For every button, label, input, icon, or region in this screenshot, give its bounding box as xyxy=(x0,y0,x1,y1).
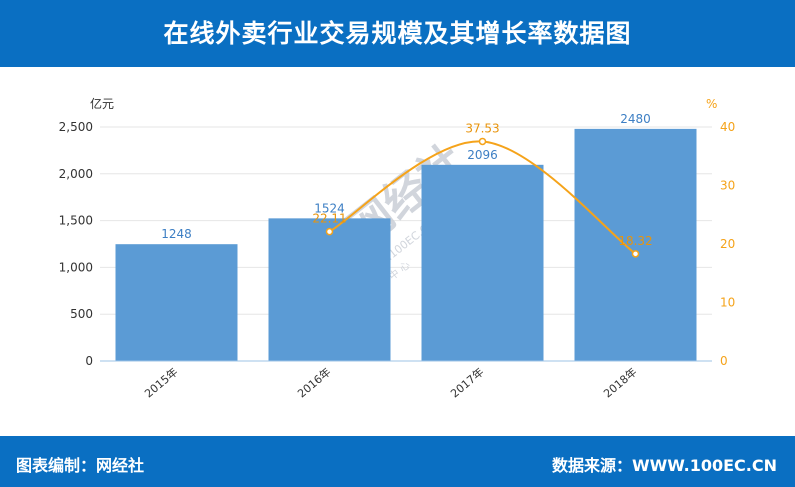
left-tick-label: 0 xyxy=(85,354,93,368)
line-value-label: 18.32 xyxy=(618,234,652,248)
right-tick-label: 0 xyxy=(720,354,728,368)
line-point xyxy=(631,250,640,258)
bar-value-label: 2096 xyxy=(467,148,498,162)
right-axis-unit: % xyxy=(706,97,717,111)
right-tick-label: 30 xyxy=(720,179,735,193)
left-tick-label: 2,000 xyxy=(59,167,93,181)
line-value-label: 22.11 xyxy=(312,212,346,226)
line-point xyxy=(478,137,487,146)
category-label: 2018年 xyxy=(601,365,640,401)
bar-series xyxy=(115,128,697,361)
left-axis-unit: 亿元 xyxy=(90,96,114,111)
right-tick-label: 10 xyxy=(720,296,735,310)
chart-footer: 图表编制：网经社 数据来源：WWW.100EC.CN xyxy=(0,436,795,487)
footer-source: 数据来源：WWW.100EC.CN xyxy=(551,456,777,475)
right-tick-label: 20 xyxy=(720,237,735,251)
chart-title: 在线外卖行业交易规模及其增长率数据图 xyxy=(163,19,632,48)
left-tick-label: 2,500 xyxy=(59,120,93,134)
bar xyxy=(574,128,697,361)
bar-value-label: 1248 xyxy=(161,227,192,241)
chart: WS网经社 WWW.100EC.CN 电 子 商 务 研 究 中 心 05001… xyxy=(59,96,736,401)
category-label: 2015年 xyxy=(142,365,181,401)
chart-header: 在线外卖行业交易规模及其增长率数据图 xyxy=(0,0,795,67)
line-value-label: 37.53 xyxy=(465,121,499,135)
bar-value-label: 1524 xyxy=(314,201,345,215)
bar xyxy=(268,218,391,361)
left-tick-label: 500 xyxy=(70,307,93,321)
line-series xyxy=(325,137,640,258)
category-label: 2017年 xyxy=(448,365,487,401)
left-tick-label: 1,000 xyxy=(59,260,93,274)
data-labels: 1248 1524 2096 2480 22.11 37.53 18.32 xyxy=(161,112,652,248)
left-tick-label: 1,500 xyxy=(59,214,93,228)
bar xyxy=(421,164,544,361)
bar xyxy=(115,244,238,361)
right-tick-label: 40 xyxy=(720,120,735,134)
category-label: 2016年 xyxy=(295,365,334,401)
line-point xyxy=(325,227,334,236)
footer-editor: 图表编制：网经社 xyxy=(16,456,145,475)
bar-value-label: 2480 xyxy=(620,112,651,126)
